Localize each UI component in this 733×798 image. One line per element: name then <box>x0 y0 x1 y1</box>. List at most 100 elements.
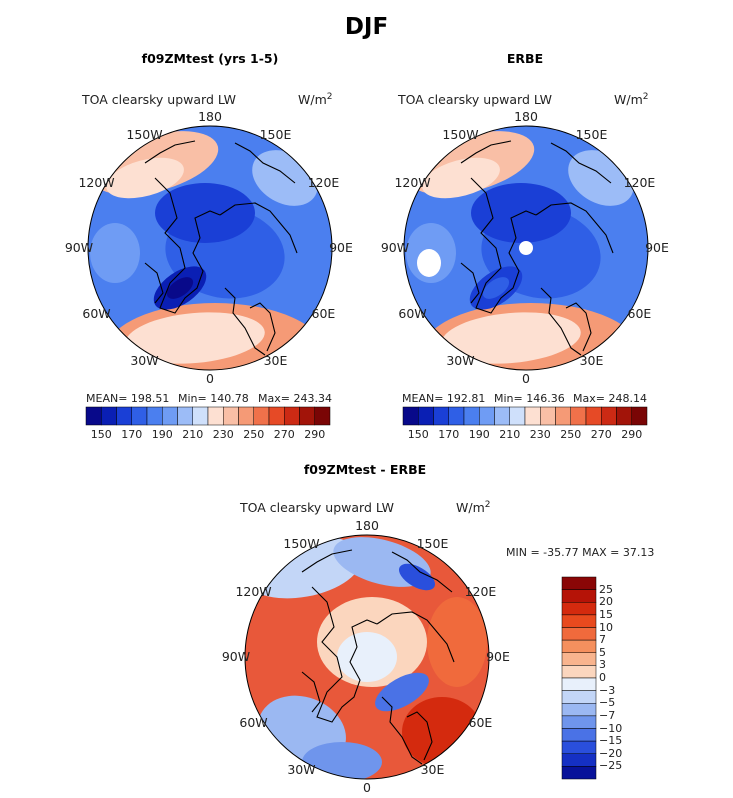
lon-label-30e: 30E <box>420 762 445 778</box>
colorbar-swatch <box>101 406 117 426</box>
diff-region-scandinavia <box>375 672 429 712</box>
lon-label-120w: 120W <box>394 174 431 190</box>
panel-obs-stat-max: Max= 248.14 <box>573 392 647 405</box>
colorbar-tick-label: 250 <box>560 428 582 441</box>
colorbar-swatch <box>314 406 331 426</box>
panel-diff-title: f09ZMtest - ERBE <box>303 462 427 477</box>
lon-label-30w: 30W <box>446 353 475 369</box>
panel-diff-polar-map <box>244 534 490 780</box>
lon-label-60e: 60E <box>311 305 336 321</box>
colorbar-swatch <box>448 406 465 426</box>
panel-model-colorbar <box>85 406 331 426</box>
diff-coastline-6 <box>391 551 453 593</box>
colorbar-tick-label: 0 <box>599 671 606 684</box>
colorbar-tick-label: −3 <box>599 683 616 697</box>
colorbar-swatch <box>561 715 597 729</box>
colorbar-swatch <box>561 665 597 679</box>
lon-label-90w: 90W <box>64 240 94 255</box>
diff-coastline-3 <box>381 696 423 765</box>
lon-label-120e: 120E <box>623 174 656 190</box>
lon-label-30e: 30E <box>579 353 604 369</box>
colorbar-tick-label: 210 <box>182 428 204 441</box>
colorbar-tick-label: 10 <box>599 620 613 634</box>
panel-diff-units: W/m2 <box>456 500 491 516</box>
colorbar-tick-label: 15 <box>599 607 613 621</box>
colorbar-swatch <box>555 406 571 426</box>
colorbar-tick-label: 290 <box>621 428 643 441</box>
lon-label-120e: 120E <box>307 174 340 190</box>
panel-obs-title: ERBE <box>506 51 544 66</box>
obs-coastline-2 <box>460 262 480 304</box>
panel-obs-colorbar <box>402 406 648 426</box>
obs-coastline-5 <box>460 140 512 164</box>
lon-label-0: 0 <box>522 371 530 386</box>
panel-model-stat-mean: MEAN= 198.51 <box>86 392 170 405</box>
diff-region-east <box>427 597 487 687</box>
colorbar-swatch <box>223 406 239 426</box>
colorbar-swatch <box>253 406 270 426</box>
colorbar-tick-label: 150 <box>407 428 429 441</box>
diff-coastline-5 <box>301 549 353 573</box>
colorbar-swatch <box>299 406 315 426</box>
lon-label-120e: 120E <box>464 583 497 599</box>
lon-label-30w: 30W <box>130 353 159 369</box>
colorbar-swatch <box>561 766 597 780</box>
model-coastline-5 <box>144 140 196 164</box>
colorbar-swatch <box>131 406 148 426</box>
model-region-greenland-core <box>166 277 194 299</box>
colorbar-swatch <box>561 589 597 603</box>
colorbar-swatch <box>561 576 597 590</box>
lon-label-0: 0 <box>206 371 214 386</box>
lon-label-90e: 90E <box>645 240 669 255</box>
panel-obs-stat-min: Min= 146.36 <box>494 392 565 405</box>
panel-obs-units: W/m2 <box>614 92 649 108</box>
model-coastline-2 <box>144 262 164 304</box>
colorbar-swatch <box>616 406 632 426</box>
colorbar-swatch <box>116 406 132 426</box>
lon-label-180: 180 <box>514 109 538 124</box>
colorbar-swatch <box>561 690 597 704</box>
panel-diff-stat-minmax: MIN = -35.77 MAX = 37.13 <box>506 546 655 559</box>
colorbar-tick-label: 25 <box>599 582 613 596</box>
colorbar-swatch <box>162 406 178 426</box>
lon-label-60w: 60W <box>398 305 427 321</box>
colorbar-tick-label: 20 <box>599 595 613 609</box>
colorbar-tick-label: 7 <box>599 633 606 647</box>
colorbar-swatch <box>561 740 597 754</box>
colorbar-tick-label: 150 <box>90 428 112 441</box>
panel-model-polar-map <box>87 125 333 371</box>
lon-label-60e: 60E <box>468 714 493 730</box>
colorbar-swatch <box>418 406 434 426</box>
colorbar-tick-label: 170 <box>438 428 460 441</box>
model-coastline-1 <box>219 202 298 254</box>
lon-label-150w: 150W <box>126 126 163 142</box>
panel-obs-variable-label: TOA clearsky upward LW <box>398 92 553 107</box>
lon-label-180: 180 <box>355 518 379 533</box>
obs-region-missing-west <box>417 249 441 277</box>
colorbar-tick-label: −20 <box>599 746 623 760</box>
obs-region-atlantic-mild <box>441 312 581 364</box>
obs-region-greenland-core <box>482 277 510 299</box>
figure-title: DJF <box>344 14 389 40</box>
colorbar-swatch <box>561 677 597 691</box>
colorbar-tick-label: 230 <box>529 428 551 441</box>
obs-coastline-1 <box>535 202 614 254</box>
panel-diff-variable-label: TOA clearsky upward LW <box>240 500 395 515</box>
model-coastline-0 <box>154 177 221 314</box>
lon-label-0: 0 <box>363 780 371 795</box>
obs-pole-missing <box>519 241 533 255</box>
lon-label-120w: 120W <box>78 174 115 190</box>
panel-model-units: W/m2 <box>298 92 333 108</box>
colorbar-swatch <box>524 406 541 426</box>
panel-model-title: f09ZMtest (yrs 1-5) <box>141 51 279 66</box>
diff-region-pole <box>337 632 397 682</box>
colorbar-swatch <box>479 406 495 426</box>
model-coastline-6 <box>234 142 296 184</box>
colorbar-tick-label: −5 <box>599 696 616 710</box>
lon-label-150e: 150E <box>259 126 292 142</box>
colorbar-swatch <box>631 406 648 426</box>
panel-model-stat-min: Min= 140.78 <box>178 392 249 405</box>
colorbar-tick-label: 270 <box>590 428 612 441</box>
colorbar-swatch <box>561 703 597 717</box>
colorbar-swatch <box>509 406 526 426</box>
